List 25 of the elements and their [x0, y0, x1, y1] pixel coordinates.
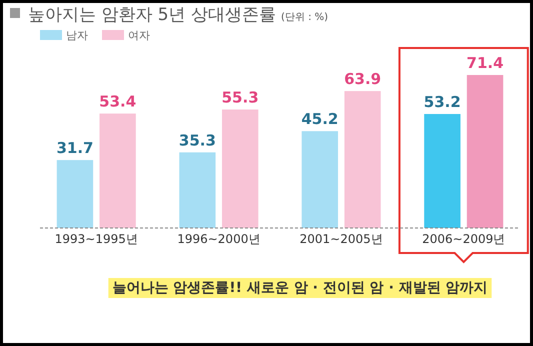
- x-tick-label: 1993~1995년: [54, 232, 138, 246]
- data-label: 31.7: [56, 139, 94, 158]
- chart-title: 높아지는 암환자 5년 상대생존률: [28, 5, 276, 25]
- data-label: 55.3: [222, 88, 259, 106]
- legend-label: 여자: [128, 29, 150, 42]
- x-tick-label: 2001~2005년: [300, 232, 383, 246]
- chart-subtitle: (단위 : %): [281, 12, 328, 23]
- bar: [424, 114, 460, 228]
- data-label: 45.2: [301, 110, 338, 128]
- data-label: 71.4: [466, 54, 504, 72]
- bar: [179, 152, 216, 228]
- bar: [222, 110, 258, 228]
- legend-label: 남자: [66, 29, 88, 42]
- bar: [302, 131, 338, 228]
- data-label: 53.2: [424, 93, 461, 111]
- bar: [56, 160, 94, 228]
- x-tick-label: 2006~2009년: [422, 232, 506, 246]
- bar: [100, 114, 136, 228]
- data-label: 35.3: [178, 131, 216, 150]
- x-tick-label: 1996~2000년: [177, 232, 260, 246]
- bar: [344, 91, 381, 228]
- bar: [466, 75, 504, 228]
- data-label: 53.4: [99, 92, 136, 111]
- text: 늘어나는 암생존률!! 새로운 암 · 전이된 암 · 재발된 암까지: [112, 280, 488, 296]
- data-label: 63.9: [344, 70, 382, 88]
